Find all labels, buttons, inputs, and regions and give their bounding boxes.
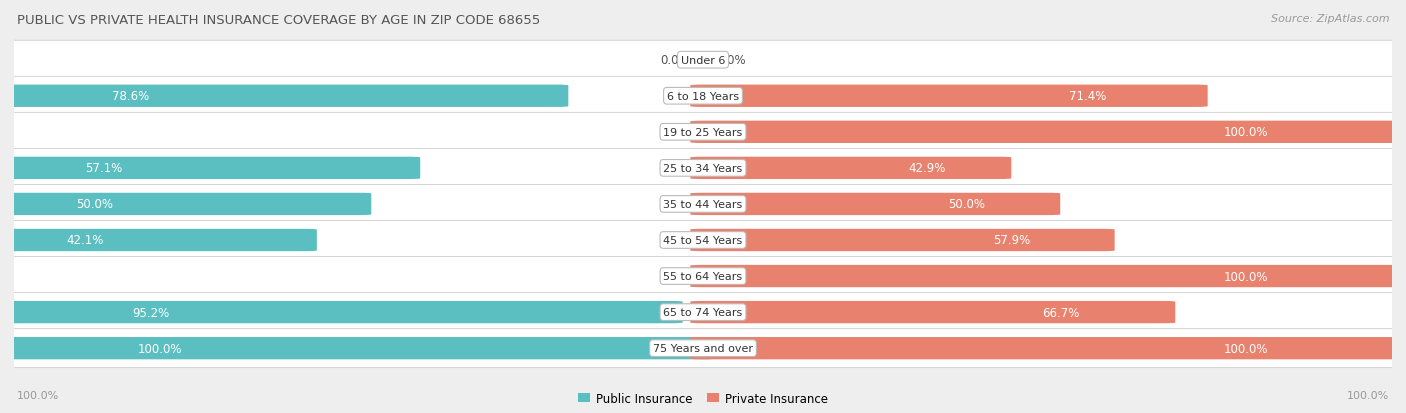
Text: 66.7%: 66.7% <box>1042 306 1080 319</box>
Text: 50.0%: 50.0% <box>76 198 112 211</box>
Text: 95.2%: 95.2% <box>132 306 169 319</box>
Text: 42.9%: 42.9% <box>908 162 945 175</box>
FancyBboxPatch shape <box>1 301 683 323</box>
Text: 100.0%: 100.0% <box>17 390 59 400</box>
FancyBboxPatch shape <box>0 221 1406 260</box>
Text: Source: ZipAtlas.com: Source: ZipAtlas.com <box>1271 14 1389 24</box>
FancyBboxPatch shape <box>0 293 1406 332</box>
Text: 45 to 54 Years: 45 to 54 Years <box>664 235 742 245</box>
Text: 78.6%: 78.6% <box>111 90 149 103</box>
FancyBboxPatch shape <box>0 257 1406 296</box>
FancyBboxPatch shape <box>0 113 1406 152</box>
FancyBboxPatch shape <box>690 193 1060 216</box>
FancyBboxPatch shape <box>0 185 1406 224</box>
Text: 42.1%: 42.1% <box>66 234 104 247</box>
Text: 57.1%: 57.1% <box>84 162 122 175</box>
Text: 0.0%: 0.0% <box>716 54 745 67</box>
Text: 0.0%: 0.0% <box>661 54 690 67</box>
FancyBboxPatch shape <box>0 329 1406 368</box>
FancyBboxPatch shape <box>690 157 1011 180</box>
FancyBboxPatch shape <box>1 193 371 216</box>
Text: 25 to 34 Years: 25 to 34 Years <box>664 164 742 173</box>
FancyBboxPatch shape <box>1 85 568 108</box>
Text: Under 6: Under 6 <box>681 56 725 66</box>
Text: 19 to 25 Years: 19 to 25 Years <box>664 128 742 138</box>
Text: 71.4%: 71.4% <box>1069 90 1107 103</box>
Text: 0.0%: 0.0% <box>661 126 690 139</box>
FancyBboxPatch shape <box>690 265 1405 287</box>
Text: PUBLIC VS PRIVATE HEALTH INSURANCE COVERAGE BY AGE IN ZIP CODE 68655: PUBLIC VS PRIVATE HEALTH INSURANCE COVER… <box>17 14 540 27</box>
Text: 100.0%: 100.0% <box>1223 126 1268 139</box>
Text: 65 to 74 Years: 65 to 74 Years <box>664 307 742 317</box>
Text: 100.0%: 100.0% <box>1223 270 1268 283</box>
FancyBboxPatch shape <box>1 229 316 252</box>
Text: 6 to 18 Years: 6 to 18 Years <box>666 92 740 102</box>
FancyBboxPatch shape <box>690 85 1208 108</box>
Text: 57.9%: 57.9% <box>993 234 1031 247</box>
FancyBboxPatch shape <box>690 121 1405 144</box>
FancyBboxPatch shape <box>1 337 716 359</box>
Text: 0.0%: 0.0% <box>661 270 690 283</box>
Text: 75 Years and over: 75 Years and over <box>652 343 754 353</box>
FancyBboxPatch shape <box>690 229 1115 252</box>
FancyBboxPatch shape <box>0 41 1406 80</box>
FancyBboxPatch shape <box>1 157 420 180</box>
Text: 100.0%: 100.0% <box>1347 390 1389 400</box>
Text: 100.0%: 100.0% <box>138 342 183 355</box>
FancyBboxPatch shape <box>0 149 1406 188</box>
FancyBboxPatch shape <box>690 301 1175 323</box>
Text: 35 to 44 Years: 35 to 44 Years <box>664 199 742 209</box>
Text: 55 to 64 Years: 55 to 64 Years <box>664 271 742 281</box>
Legend: Public Insurance, Private Insurance: Public Insurance, Private Insurance <box>574 387 832 409</box>
FancyBboxPatch shape <box>0 77 1406 116</box>
Text: 100.0%: 100.0% <box>1223 342 1268 355</box>
Text: 50.0%: 50.0% <box>949 198 986 211</box>
FancyBboxPatch shape <box>690 337 1405 359</box>
